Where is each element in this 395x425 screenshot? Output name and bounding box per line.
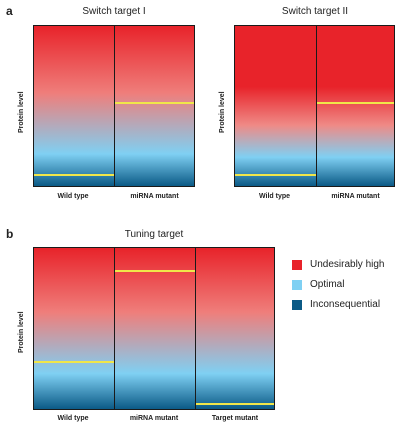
switch-target-2-chart	[234, 25, 395, 187]
legend-item-undesirably-high: Undesirably high	[292, 259, 385, 270]
legend-swatch-undesirably-high	[292, 259, 302, 270]
legend-swatch-optimal	[292, 279, 302, 290]
switch-target-2-xlabel-wild-type: Wild type	[258, 193, 291, 200]
switch-target-1-xlabel-mirna-mutant: miRNA mutant	[130, 193, 179, 200]
tuning-target-mirna-mutant-level	[115, 270, 195, 272]
switch-target-2-xlabel-mirna-mutant: miRNA mutant	[331, 193, 380, 200]
tuning-target-divider-2	[195, 248, 196, 409]
legend-label-undesirably-high: Undesirably high	[310, 259, 385, 270]
panel-b-letter: b	[6, 227, 14, 241]
panel-a-letter: a	[6, 4, 13, 18]
legend-item-optimal: Optimal	[292, 279, 385, 290]
legend-swatch-inconsequential	[292, 299, 302, 310]
tuning-target-ylabel: Protein level	[18, 311, 25, 353]
switch-target-1-divider	[114, 26, 115, 186]
switch-target-1-mirna-mutant-level	[115, 102, 194, 104]
tuning-target-title: Tuning target	[124, 229, 184, 240]
switch-target-1-wild-type-column	[34, 26, 114, 186]
switch-target-2-mirna-mutant-column	[317, 26, 394, 186]
switch-target-1-wild-type-level	[34, 174, 114, 176]
legend: Undesirably high Optimal Inconsequential	[292, 259, 385, 310]
tuning-target-chart	[33, 247, 275, 410]
switch-target-2-wild-type-column	[235, 26, 316, 186]
legend-item-inconsequential: Inconsequential	[292, 299, 385, 310]
tuning-target-xlabel-mirna-mutant: miRNA mutant	[129, 415, 179, 422]
legend-label-optimal: Optimal	[310, 279, 345, 290]
switch-target-2-wild-type-level	[235, 174, 316, 176]
switch-target-2-mirna-mutant-level	[317, 102, 394, 104]
switch-target-1-xlabel-wild-type: Wild type	[57, 193, 89, 200]
switch-target-1-chart	[33, 25, 195, 187]
switch-target-2-divider	[316, 26, 317, 186]
switch-target-1-ylabel: Protein level	[18, 91, 25, 133]
switch-target-2-ylabel: Protein level	[219, 91, 226, 133]
switch-target-2-title: Switch target II	[281, 6, 349, 17]
tuning-target-divider-1	[114, 248, 115, 409]
legend-label-inconsequential: Inconsequential	[310, 299, 381, 310]
tuning-target-wild-type-column	[34, 248, 114, 409]
tuning-target-wild-type-level	[34, 361, 114, 363]
tuning-target-xlabel-target-mutant: Target mutant	[211, 415, 259, 422]
switch-target-1-mirna-mutant-column	[115, 26, 194, 186]
tuning-target-xlabel-wild-type: Wild type	[57, 415, 89, 422]
switch-target-1-title: Switch target I	[82, 6, 146, 17]
tuning-target-target-mutant-column	[196, 248, 274, 409]
tuning-target-mirna-mutant-column	[115, 248, 195, 409]
tuning-target-target-mutant-level	[196, 403, 274, 405]
